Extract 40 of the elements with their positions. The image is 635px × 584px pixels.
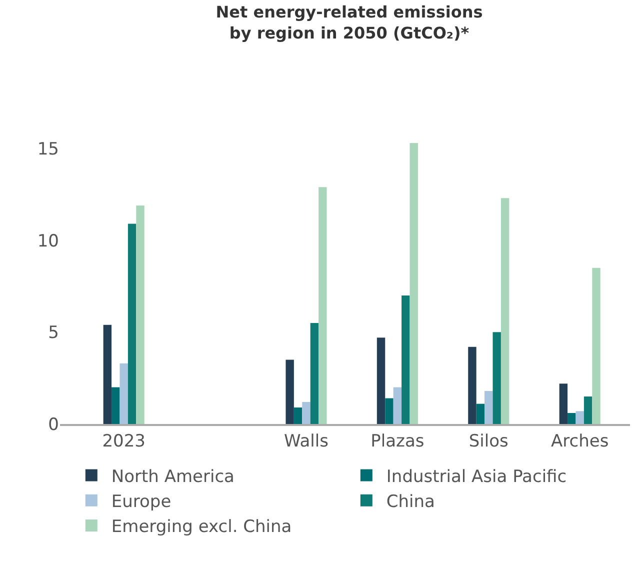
bar <box>576 411 584 424</box>
y-tick-label: 0 <box>48 414 59 435</box>
bar <box>310 322 319 424</box>
x-tick-label: Silos <box>468 431 509 452</box>
x-tick-label: Arches <box>550 431 609 452</box>
bar <box>410 143 418 424</box>
bar <box>112 387 120 424</box>
bar <box>476 404 485 424</box>
bar <box>568 412 576 424</box>
bar <box>120 363 128 424</box>
bar <box>500 198 510 424</box>
chart-title: Net energy-related emissions by region in 2050 (GtCO₂)* <box>216 2 483 42</box>
bar <box>559 384 568 424</box>
bar <box>294 407 302 424</box>
bar <box>103 324 112 424</box>
bar <box>484 390 493 424</box>
legend-label: China <box>386 492 435 512</box>
bar <box>302 402 310 424</box>
bar <box>402 295 410 424</box>
bar <box>492 332 501 424</box>
y-tick-label: 15 <box>37 139 59 160</box>
x-tick-label: Plazas <box>370 431 424 452</box>
bar <box>128 224 136 424</box>
legend-label: Industrial Asia Pacific <box>386 466 567 487</box>
bar <box>376 338 386 424</box>
bar <box>286 360 294 424</box>
legend-label: North America <box>111 466 234 487</box>
x-tick-label: 2023 <box>102 431 146 452</box>
y-tick-label: 5 <box>48 323 59 344</box>
y-tick-label: 10 <box>37 231 59 252</box>
bar <box>584 396 592 424</box>
legend-label: Emerging excl. China <box>111 517 292 538</box>
bar <box>592 268 600 424</box>
bar <box>468 346 476 424</box>
bar <box>136 205 144 424</box>
bar <box>318 187 327 424</box>
legend-label: Europe <box>111 492 172 512</box>
x-tick-label: Walls <box>284 431 329 452</box>
bar <box>385 398 394 424</box>
bar <box>393 387 402 424</box>
